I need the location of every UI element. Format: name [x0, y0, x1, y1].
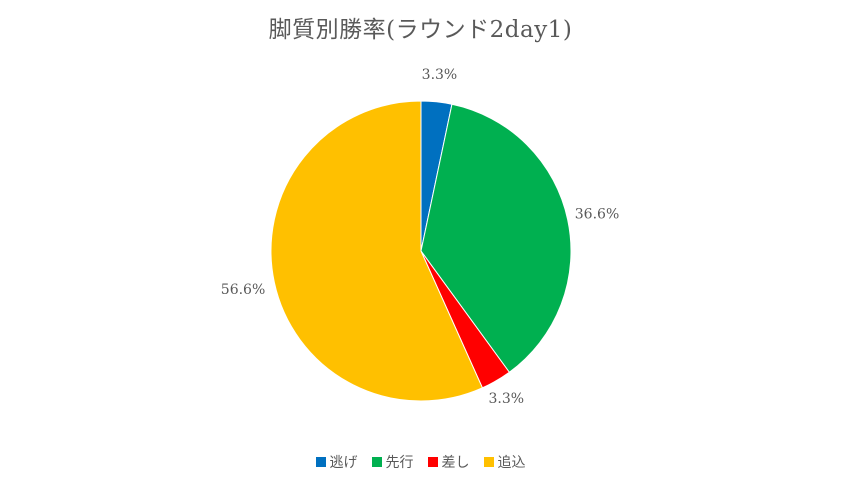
legend-swatch-nige [315, 457, 326, 467]
label-nige: 3.3% [422, 67, 458, 83]
legend-label-sashi: 差し [441, 455, 470, 471]
legend-item-senko: 先行 [371, 452, 414, 472]
legend-swatch-sashi [427, 457, 438, 467]
label-sashi: 3.3% [489, 391, 525, 407]
legend-label-nige: 逃げ [329, 455, 358, 471]
pie-slices [270, 100, 572, 402]
legend: 逃げ 先行 差し 追込 [0, 452, 841, 472]
legend-item-nige: 逃げ [315, 452, 358, 472]
legend-label-oikomi: 追込 [497, 455, 526, 471]
pie-data-labels: 3.3% 36.6% 3.3% 56.6% [221, 67, 619, 407]
slice-senko [420, 103, 572, 373]
legend-swatch-oikomi [483, 457, 494, 467]
label-oikomi: 56.6% [221, 282, 265, 298]
legend-item-oikomi: 追込 [483, 452, 526, 472]
label-senko: 36.6% [575, 206, 619, 222]
chart-title: 脚質別勝率(ラウンド2day1) [268, 17, 573, 43]
slice-oikomi [270, 100, 484, 402]
legend-label-senko: 先行 [385, 455, 414, 471]
legend-swatch-senko [371, 457, 382, 467]
legend-item-sashi: 差し [427, 452, 470, 472]
